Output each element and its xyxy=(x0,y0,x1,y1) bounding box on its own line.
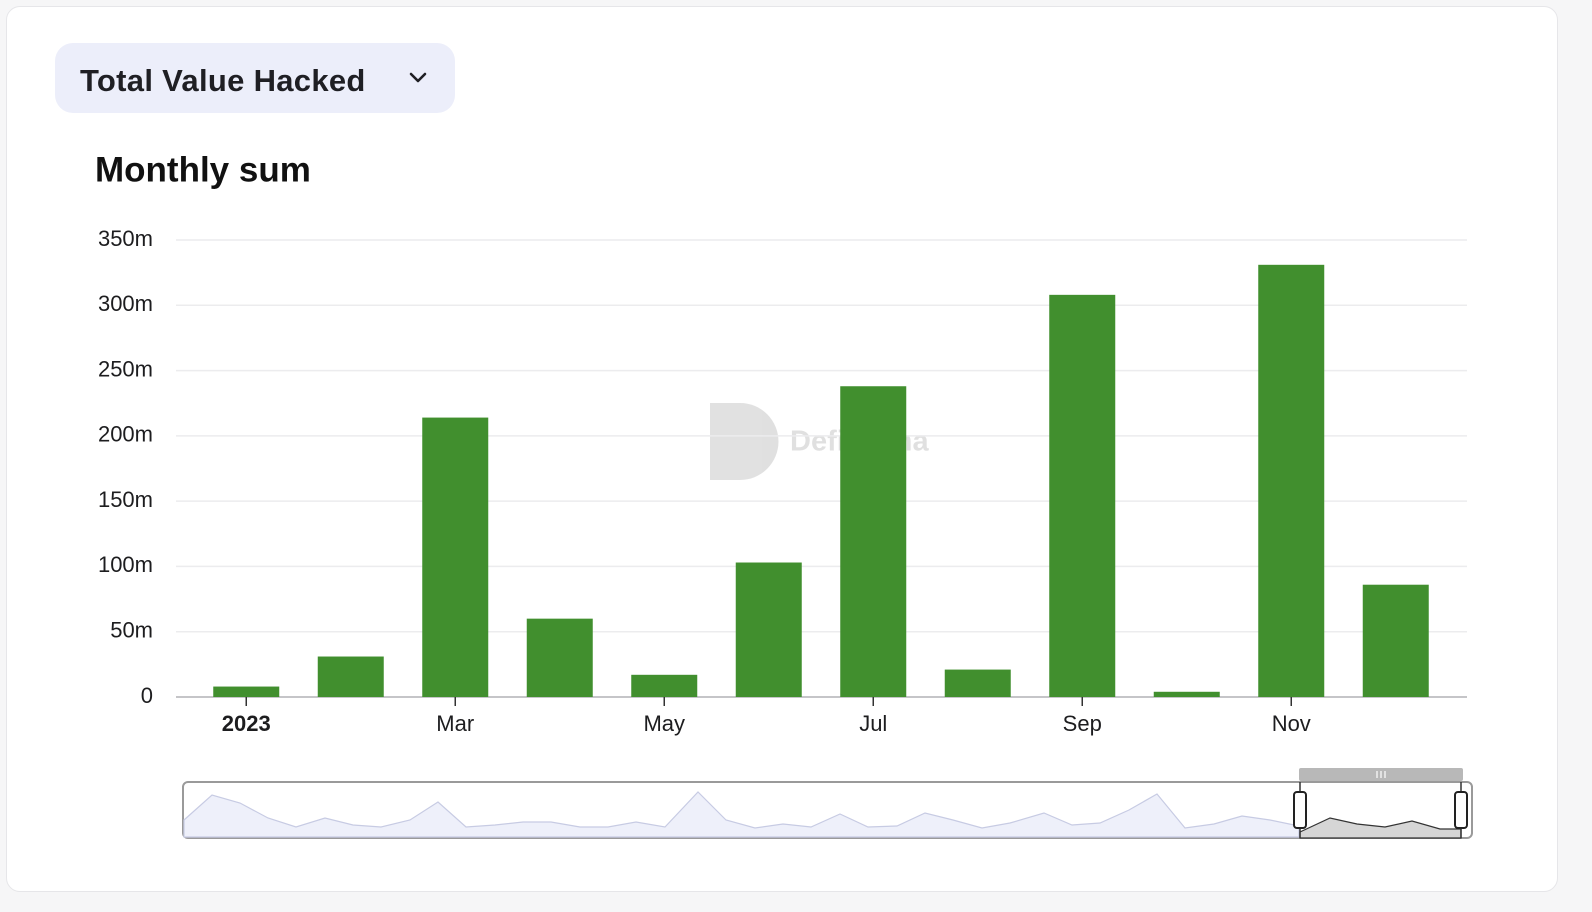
x-tick-label: Nov xyxy=(1272,711,1311,736)
navigator-grip xyxy=(1376,771,1386,778)
bar xyxy=(422,417,489,697)
x-tick-label: Sep xyxy=(1063,711,1102,736)
y-tick-label: 150m xyxy=(98,487,153,512)
navigator-overview xyxy=(183,791,1300,838)
y-tick-label: 300m xyxy=(98,291,153,316)
y-tick-label: 250m xyxy=(98,356,153,381)
navigator-selection-area xyxy=(1299,817,1462,839)
y-tick-label: 0 xyxy=(141,683,153,708)
bar xyxy=(1049,294,1116,697)
watermark-logo xyxy=(710,403,779,480)
y-tick-label: 100m xyxy=(98,552,153,577)
selector-label: Total Value Hacked xyxy=(80,63,366,98)
navigator-handle[interactable] xyxy=(1293,791,1307,829)
bar xyxy=(1362,584,1429,697)
bar xyxy=(944,669,1011,697)
metric-selector[interactable]: Total Value Hacked xyxy=(55,43,455,113)
x-tick-label: Jul xyxy=(859,711,887,736)
chart-title: Monthly sum xyxy=(95,150,311,189)
chevron-icon xyxy=(409,72,427,83)
bar xyxy=(213,686,280,697)
bar xyxy=(317,656,384,697)
x-tick-label: 2023 xyxy=(222,711,271,736)
bar xyxy=(735,562,802,697)
bar xyxy=(526,618,593,697)
bar xyxy=(1258,264,1325,697)
bar xyxy=(631,674,698,697)
y-tick-label: 350m xyxy=(98,226,153,251)
y-tick-label: 200m xyxy=(98,422,153,447)
y-tick-label: 50m xyxy=(110,618,153,643)
x-tick-label: May xyxy=(643,711,685,736)
x-tick-label: Mar xyxy=(436,711,474,736)
range-navigator[interactable] xyxy=(182,768,1473,839)
navigator-handle[interactable] xyxy=(1454,791,1468,829)
bar xyxy=(1153,691,1220,697)
bar xyxy=(840,386,907,697)
